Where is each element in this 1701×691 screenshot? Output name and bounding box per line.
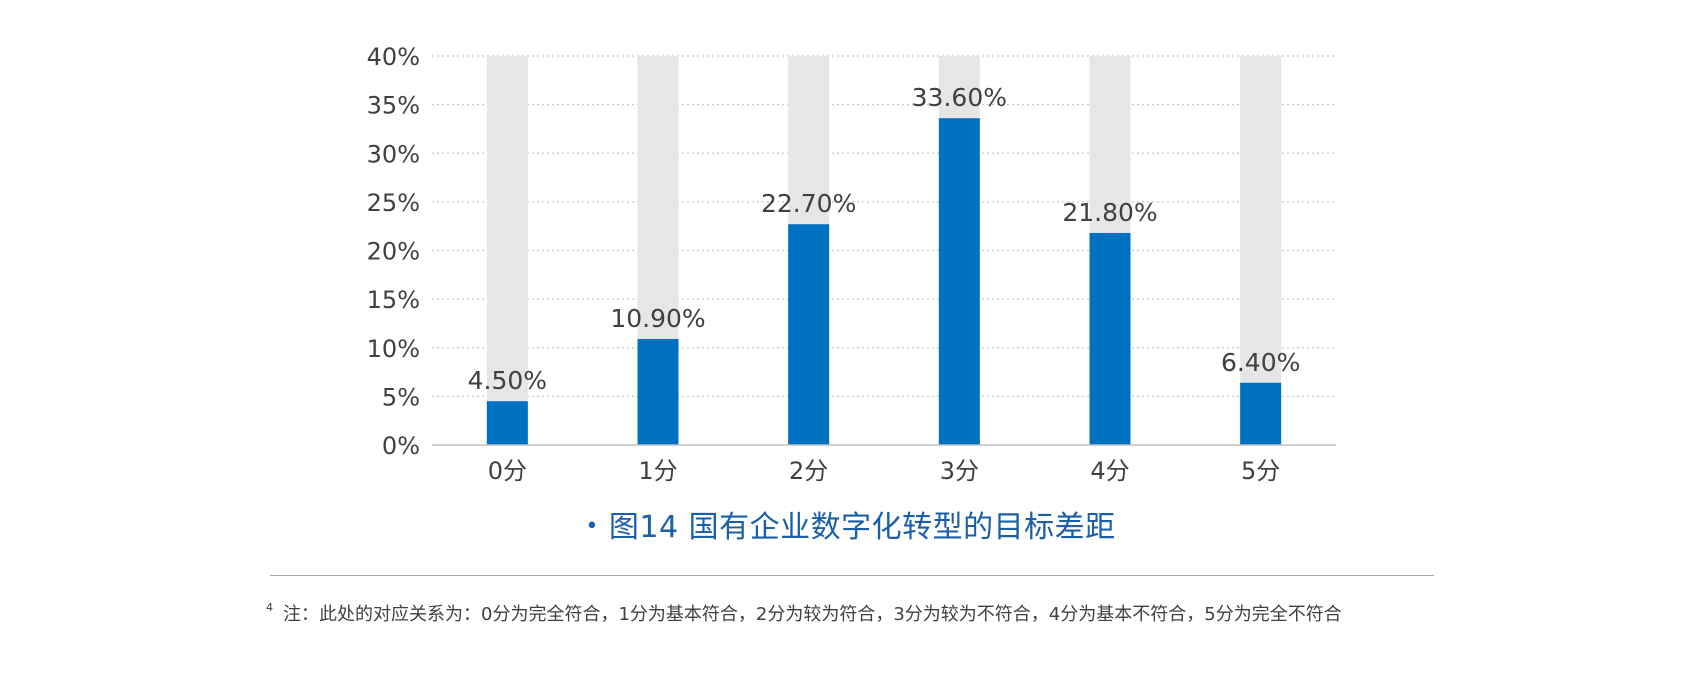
data-label: 10.90% bbox=[610, 304, 705, 333]
y-tick-label: 30% bbox=[367, 140, 420, 168]
x-tick-label: 5分 bbox=[1241, 457, 1280, 485]
bar bbox=[1089, 232, 1131, 445]
y-axis-tick-labels: 0% 5% 10% 15% 20% 25% 30% 35% 40% bbox=[367, 43, 420, 460]
x-tick-label: 0分 bbox=[488, 457, 527, 485]
y-tick-label: 15% bbox=[367, 286, 420, 314]
y-tick-label: 40% bbox=[367, 43, 420, 71]
bar bbox=[1240, 382, 1282, 445]
y-tick-label: 20% bbox=[367, 238, 420, 266]
bar bbox=[788, 224, 830, 445]
x-axis-tick-labels: 0分 1分 2分 3分 4分 5分 bbox=[488, 457, 1281, 485]
figure-caption: • 图14 国有企业数字化转型的目标差距 bbox=[0, 502, 1701, 546]
footnote-divider bbox=[270, 575, 1434, 576]
bar bbox=[637, 338, 679, 445]
y-tick-label: 5% bbox=[382, 383, 420, 411]
y-tick-label: 10% bbox=[367, 335, 420, 363]
bar bbox=[938, 118, 980, 446]
y-tick-label: 0% bbox=[382, 432, 420, 460]
bar-chart: 4.50% 10.90% 22.70% 33.60% 21.80% 6.40% 0% 5% 1… bbox=[367, 43, 1336, 485]
gridlines bbox=[432, 55, 1336, 397]
footnote-text: 注：此处的对应关系为：0分为完全符合，1分为基本符合，2分为较为符合，3分为较为… bbox=[283, 604, 1342, 625]
y-tick-label: 25% bbox=[367, 189, 420, 217]
background-bar bbox=[1240, 56, 1282, 445]
caption-bullet: • bbox=[585, 514, 599, 539]
background-bar bbox=[486, 56, 528, 445]
data-label: 6.40% bbox=[1221, 348, 1300, 377]
footnote-marker: 4 bbox=[266, 601, 273, 614]
x-tick-label: 3分 bbox=[940, 457, 979, 485]
data-label: 4.50% bbox=[468, 366, 547, 395]
y-tick-label: 35% bbox=[367, 92, 420, 120]
x-tick-label: 1分 bbox=[638, 457, 677, 485]
footnote: 4 注：此处的对应关系为：0分为完全符合，1分为基本符合，2分为较为符合，3分为较… bbox=[266, 600, 1342, 626]
bar bbox=[486, 401, 528, 445]
x-tick-label: 4分 bbox=[1090, 457, 1129, 485]
data-label: 33.60% bbox=[912, 83, 1007, 112]
value-bars bbox=[486, 118, 1282, 446]
caption-text: 图14 国有企业数字化转型的目标差距 bbox=[608, 510, 1116, 545]
x-tick-label: 2分 bbox=[789, 457, 828, 485]
data-label: 22.70% bbox=[761, 189, 856, 218]
data-labels: 4.50% 10.90% 22.70% 33.60% 21.80% 6.40% bbox=[468, 83, 1301, 395]
data-label: 21.80% bbox=[1062, 198, 1157, 227]
